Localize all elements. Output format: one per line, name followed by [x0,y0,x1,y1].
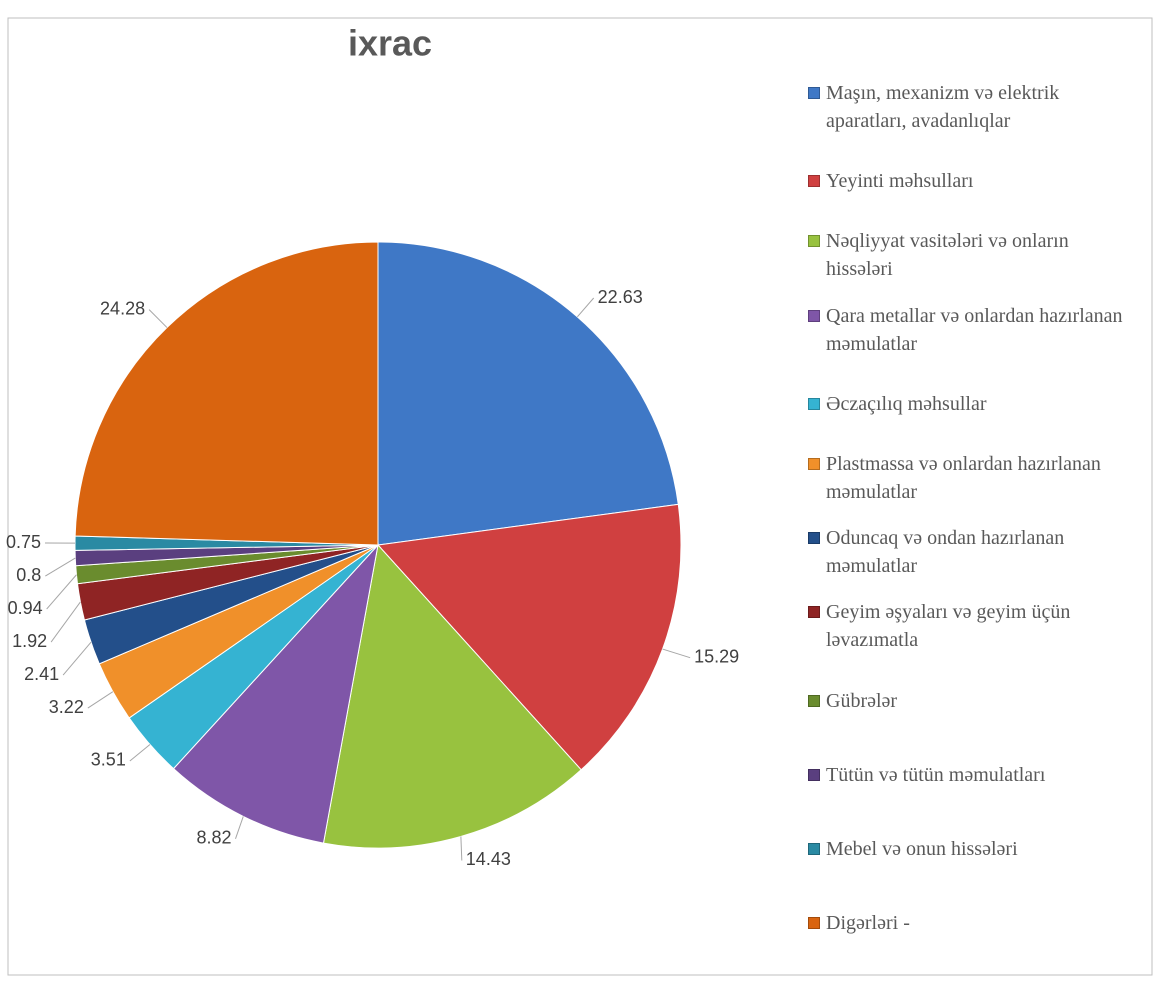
data-label: 8.82 [196,828,231,848]
legend-item: Yeyinti məhsulları [808,167,1138,195]
legend-swatch [808,843,820,855]
leader-line [460,836,463,861]
data-label: 1.92 [12,631,47,651]
legend-swatch [808,768,820,781]
legend-swatch [808,606,820,619]
leader-line [148,309,168,328]
data-label: 15.29 [694,646,739,666]
legend-swatch [808,87,820,99]
leader-line [129,744,151,762]
legend-item: Geyim əşyaları və geyim üçün ləvazımatla [808,598,1138,654]
legend-label: Tütün və tütün məmulatları [826,763,1046,786]
legend-item: Plastmassa və onlardan hazırlanan məmula… [808,450,1138,506]
legend-label: Gübrələr [826,689,898,712]
legend-swatch [808,235,820,248]
legend-item: Digərləri - [808,909,1138,937]
pie-slice [377,241,679,546]
legend-item: Əczaçılıq məhsullar [808,390,1138,418]
legend-label: Digərləri - [826,912,910,935]
data-label: 14.43 [466,849,511,869]
pie-slice [74,241,379,546]
legend-label: Əczaçılıq məhsullar [826,392,987,415]
legend-item: Tütün və tütün məmulatları [808,761,1138,789]
legend-label: Oduncaq və ondan hazırlanan məmulatlar [826,527,1065,578]
legend-label: Nəqliyyat vasitələri və onların hissələr… [826,230,1069,281]
legend-swatch [808,175,820,188]
legend-swatch [808,532,820,545]
legend-swatch [808,458,820,470]
data-label: 22.63 [598,287,643,307]
leader-line [235,816,244,839]
legend-item: Mebel və onun hissələri [808,835,1138,863]
legend-item: Qara metallar və onlardan hazırlanan məm… [808,302,1138,358]
leader-line [45,557,76,577]
data-label: 0.8 [16,565,41,585]
legend-swatch [808,397,820,410]
legend-item: Nəqliyyat vasitələri və onların hissələr… [808,227,1138,283]
legend-swatch [808,917,820,930]
legend-label: Yeyinti məhsulları [826,170,974,193]
legend-item: Gübrələr [808,687,1138,715]
legend-label: Qara metallar və onlardan hazırlanan məm… [826,304,1123,355]
data-label: 0.94 [8,598,43,618]
leader-line [87,691,114,709]
data-label: 0.75 [6,532,41,552]
pie-slice [322,543,582,849]
chart-title: ixrac [348,23,432,64]
legend-label: Mebel və onun hissələri [826,838,1018,860]
legend-swatch [808,694,820,707]
legend-label: Maşın, mexanizm və elektrik aparatları, … [826,82,1060,132]
leader-line [62,641,92,676]
leader-line [46,574,77,610]
legend-swatch [808,309,820,322]
legend-item: Oduncaq və ondan hazırlanan məmulatlar [808,524,1138,580]
legend-label: Plastmassa və onlardan hazırlanan məmula… [826,453,1101,503]
leader-line [662,648,691,659]
data-label: 3.51 [91,750,126,770]
legend-label: Geyim əşyaları və geyim üçün ləvazımatla [826,601,1071,652]
pie-slice [376,503,682,771]
leader-line [576,297,595,318]
leader-line [50,601,81,643]
data-label: 24.28 [100,298,145,318]
legend-item: Maşın, mexanizm və elektrik aparatları, … [808,79,1138,135]
data-label: 3.22 [49,697,84,717]
data-label: 2.41 [24,664,59,684]
